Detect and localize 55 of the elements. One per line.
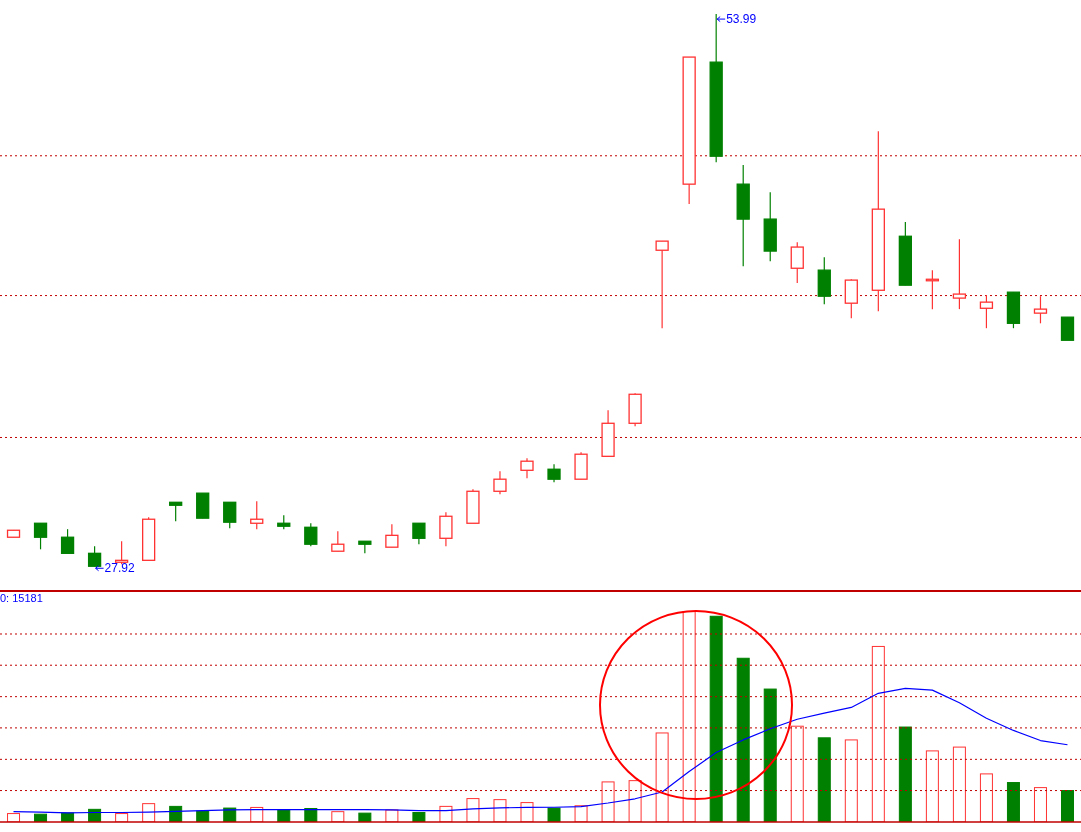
bar <box>682 611 696 822</box>
bar <box>736 657 750 822</box>
bar <box>7 813 21 822</box>
bar <box>331 811 345 822</box>
candlestick <box>1060 316 1075 341</box>
bar <box>898 726 912 822</box>
candlestick <box>331 530 345 552</box>
bar <box>871 645 885 822</box>
candlestick <box>33 522 48 550</box>
candlestick <box>304 522 318 547</box>
bar <box>709 615 723 822</box>
candlestick <box>493 470 507 495</box>
candlestick <box>358 540 372 554</box>
candlestick <box>547 463 561 483</box>
bar <box>1061 790 1074 822</box>
bar <box>412 812 426 822</box>
candlestick <box>412 522 426 545</box>
candlestick <box>979 294 994 329</box>
candlestick <box>655 240 669 329</box>
bar <box>952 746 966 822</box>
bar <box>628 780 642 822</box>
bar <box>790 725 804 822</box>
candlestick <box>87 545 102 567</box>
candlestick <box>439 511 453 547</box>
candlestick <box>1033 295 1048 324</box>
bar <box>466 798 480 822</box>
bar <box>358 812 372 822</box>
candlestick <box>952 238 967 310</box>
bar <box>763 688 777 822</box>
candlestick <box>60 528 75 554</box>
candlestick <box>790 241 804 284</box>
text: 0: 15181 <box>0 592 43 604</box>
candlestick <box>114 540 129 565</box>
bar <box>493 799 507 822</box>
bar <box>547 807 561 822</box>
bar <box>574 805 588 822</box>
annotation: 27.92 <box>104 561 135 576</box>
candlestick <box>385 523 399 548</box>
candlestick <box>520 457 534 479</box>
bar <box>439 805 453 822</box>
bar <box>844 739 858 822</box>
candlestick <box>169 501 183 522</box>
bar <box>817 737 831 822</box>
bar <box>1033 787 1047 822</box>
bar <box>520 802 534 822</box>
bar <box>979 773 993 822</box>
bar <box>1006 782 1020 822</box>
annotation: 53.99 <box>726 12 757 27</box>
bar <box>601 781 615 822</box>
bar <box>925 750 939 822</box>
bar <box>115 813 129 822</box>
candlestick <box>250 500 264 530</box>
bar <box>655 732 669 822</box>
candlestick <box>844 278 858 319</box>
candlestick <box>223 501 237 529</box>
